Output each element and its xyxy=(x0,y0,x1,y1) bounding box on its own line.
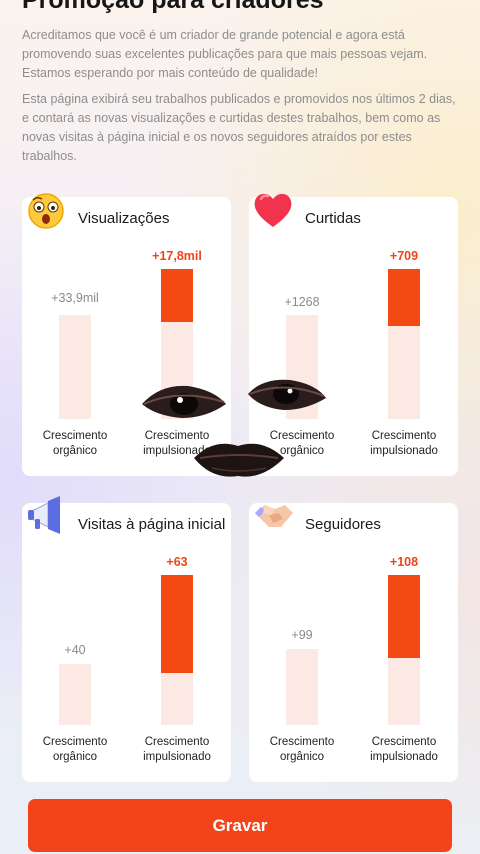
organic-bar xyxy=(59,315,91,419)
boosted-value: +709 xyxy=(389,249,419,263)
boosted-bar-fill xyxy=(388,269,420,326)
organic-value: +33,9mil xyxy=(51,291,99,305)
card-title: Seguidores xyxy=(305,516,381,533)
likes-card: Curtidas +1268 +709 Crescimento orgânico… xyxy=(249,193,458,476)
handshake-icon xyxy=(255,505,293,527)
page-title: Promoção para criadores xyxy=(22,0,324,14)
views-card: Visualizações +33,9mil +17,8mil Crescime… xyxy=(22,193,231,476)
heart-icon xyxy=(254,193,292,227)
boosted-value: +108 xyxy=(389,555,419,569)
organic-bar xyxy=(286,649,318,725)
boosted-label: Crescimento impulsionado xyxy=(143,736,211,763)
boosted-bar xyxy=(161,269,193,419)
organic-label: Crescimento orgânico xyxy=(42,430,108,457)
organic-value: +1268 xyxy=(284,295,320,309)
record-button[interactable]: Gravar xyxy=(28,799,452,852)
boosted-bar xyxy=(388,575,420,725)
intro-paragraph-2: Esta página exibirá seu trabalhos public… xyxy=(22,92,456,163)
surprised-face-icon xyxy=(28,193,64,229)
organic-bar xyxy=(286,315,318,419)
boosted-label: Crescimento impulsionado xyxy=(370,736,438,763)
card-title: Visitas à página inicial xyxy=(78,516,226,533)
boosted-label: Crescimento impulsionado xyxy=(143,430,211,457)
boosted-bar-fill xyxy=(161,575,193,673)
card-title: Curtidas xyxy=(305,210,361,227)
boosted-bar xyxy=(161,575,193,725)
megaphone-icon xyxy=(28,496,60,534)
organic-bar xyxy=(59,664,91,725)
boosted-bar xyxy=(388,269,420,419)
boosted-value: +63 xyxy=(166,555,188,569)
boosted-value: +17,8mil xyxy=(152,249,202,263)
organic-value: +99 xyxy=(291,628,313,642)
followers-card: Seguidores +99 +108 Crescimento orgânico… xyxy=(249,503,458,782)
organic-value: +40 xyxy=(64,643,86,657)
card-title: Visualizações xyxy=(78,210,170,227)
boosted-bar-fill xyxy=(388,575,420,658)
organic-label: Crescimento orgânico xyxy=(42,736,108,763)
organic-label: Crescimento orgânico xyxy=(269,736,335,763)
boosted-label: Crescimento impulsionado xyxy=(370,430,438,457)
organic-label: Crescimento orgânico xyxy=(269,430,335,457)
boosted-bar-fill xyxy=(161,269,193,322)
intro-paragraph-1: Acreditamos que você é um criador de gra… xyxy=(22,28,428,80)
profile-visits-card: Visitas à página inicial +40 +63 Crescim… xyxy=(22,496,231,782)
